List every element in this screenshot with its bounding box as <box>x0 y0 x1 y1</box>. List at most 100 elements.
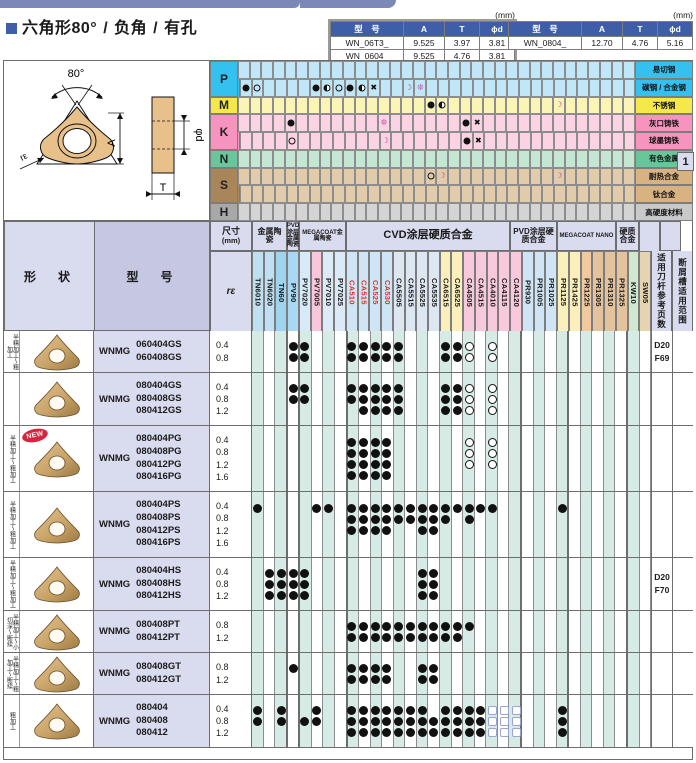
availability-mark <box>277 675 286 684</box>
radius-value: 0.4 <box>216 501 229 512</box>
model-item: 080412 <box>136 727 168 739</box>
grade-column-PV7005[interactable]: PV7005 <box>310 251 323 332</box>
availability-mark <box>558 460 567 469</box>
insert-shape-icon <box>33 703 80 740</box>
availability-column <box>381 558 393 610</box>
grade-column-PV7010[interactable]: PV7010 <box>322 251 335 332</box>
availability-column <box>498 558 510 610</box>
availability-column <box>334 373 346 425</box>
availability-mark <box>523 580 532 589</box>
grade-column-CA530[interactable]: CA530 <box>381 251 393 332</box>
grade-column-CA6525[interactable]: CA6525 <box>451 251 464 332</box>
availability-mark <box>289 515 298 524</box>
iso-cell <box>576 61 589 79</box>
table-row: WN_06T3_ 9.525 3.97 3.81 <box>330 36 515 50</box>
grade-column-PR1025[interactable]: PR1025 <box>545 251 558 332</box>
availability-mark <box>570 471 579 480</box>
grade-column-header: 形 状 型 号 尺寸 (mm) 金属陶瓷 PVD涂层金属陶瓷 MEGACOAT金属陶瓷 C… <box>4 221 693 332</box>
availability-mark <box>418 395 427 404</box>
iso-cell <box>344 132 357 150</box>
grade-column-cell <box>405 611 417 652</box>
availability-mark <box>277 438 286 447</box>
grade-column-CA5535[interactable]: CA5535 <box>428 251 440 332</box>
grade-column-CA4115[interactable]: CA4115 <box>498 251 511 332</box>
availability-column <box>275 331 287 372</box>
grade-column-PR1125[interactable]: PR1125 <box>557 251 569 332</box>
grade-column-cell <box>603 611 616 652</box>
availability-mark <box>253 438 262 447</box>
radius-value: 1.6 <box>216 471 229 482</box>
grade-column-TN6020[interactable]: TN6020 <box>263 251 276 332</box>
grade-column-PV7025[interactable]: PV7025 <box>334 251 346 332</box>
grade-column-cell <box>335 492 348 557</box>
availability-mark <box>594 395 603 404</box>
availability-column <box>604 426 616 491</box>
availability-column <box>475 492 487 557</box>
grade-column-PR1225[interactable]: PR1225 <box>580 251 593 332</box>
grade-column-CA4505[interactable]: CA4505 <box>463 251 475 332</box>
availability-mark <box>558 438 567 447</box>
availability-column <box>369 611 381 652</box>
grade-column-cell <box>264 373 276 425</box>
radius-value: 0.8 <box>216 513 229 524</box>
grade-column-cell <box>522 695 534 747</box>
availability-mark <box>406 460 415 469</box>
availability-mark <box>359 591 368 600</box>
grade-column-CA510[interactable]: CA510 <box>345 251 358 332</box>
availability-mark <box>594 460 603 469</box>
availability-mark <box>441 591 450 600</box>
grade-column-PV90[interactable]: PV90 <box>287 251 299 332</box>
iso-cell <box>331 114 344 133</box>
availability-mark <box>617 526 626 535</box>
grade-column-cell <box>300 611 312 652</box>
grade-column-CA4515[interactable]: CA4515 <box>474 251 487 332</box>
radius-value: 0.8 <box>216 620 229 631</box>
iso-cell <box>565 78 578 97</box>
grade-column-CA6515[interactable]: CA6515 <box>439 251 452 332</box>
availability-mark <box>441 449 450 458</box>
grade-column-TN6010[interactable]: TN6010 <box>252 251 264 332</box>
grade-column-PV7020[interactable]: PV7020 <box>298 251 311 332</box>
grade-column-CA4010[interactable]: CA4010 <box>486 251 499 332</box>
grade-column-PR930[interactable]: PR930 <box>521 251 534 332</box>
availability-mark <box>464 514 474 524</box>
grade-column-cell <box>509 558 522 610</box>
availability-mark <box>558 716 568 726</box>
iso-cell <box>319 203 332 221</box>
grade-column-CA4120[interactable]: CA4120 <box>510 251 522 332</box>
grade-column-PR1305[interactable]: PR1305 <box>592 251 605 332</box>
availability-mark <box>277 395 286 404</box>
availability-column <box>510 558 522 610</box>
grade-column-CA515[interactable]: CA515 <box>357 251 370 332</box>
grade-column-KW10[interactable]: KW10 <box>627 251 640 332</box>
availability-mark <box>547 675 556 684</box>
grade-column-PR1325[interactable]: PR1325 <box>615 251 628 332</box>
availability-mark <box>289 537 298 546</box>
availability-mark <box>358 514 368 524</box>
availability-column <box>405 695 417 747</box>
grade-column-TN60[interactable]: TN60 <box>275 251 288 332</box>
availability-mark <box>570 353 579 362</box>
grade-column-PR1425[interactable]: PR1425 <box>568 251 581 332</box>
grade-column-CA525[interactable]: CA525 <box>369 251 382 332</box>
grade-column-CA5525[interactable]: CA5525 <box>416 251 429 332</box>
availability-mark <box>253 675 262 684</box>
availability-column <box>252 426 264 491</box>
iso-cell <box>623 61 635 79</box>
grade-column-SW05[interactable]: SW05 <box>639 251 651 332</box>
grade-column-PR1310[interactable]: PR1310 <box>604 251 616 332</box>
grade-column-CA5515[interactable]: CA5515 <box>404 251 417 332</box>
availability-column <box>428 492 440 557</box>
chip-breaker-range <box>672 331 693 372</box>
availability-mark <box>406 537 415 546</box>
availability-mark <box>382 674 392 684</box>
iso-cell <box>553 185 566 204</box>
availability-mark <box>629 622 638 631</box>
availability-mark <box>417 579 427 589</box>
availability-mark <box>558 471 567 480</box>
grade-column-CA5505[interactable]: CA5505 <box>392 251 405 332</box>
iso-cell <box>344 185 357 204</box>
grade-column-PR1005[interactable]: PR1005 <box>533 251 546 332</box>
iso-cell <box>576 114 589 133</box>
availability-mark <box>641 395 650 404</box>
